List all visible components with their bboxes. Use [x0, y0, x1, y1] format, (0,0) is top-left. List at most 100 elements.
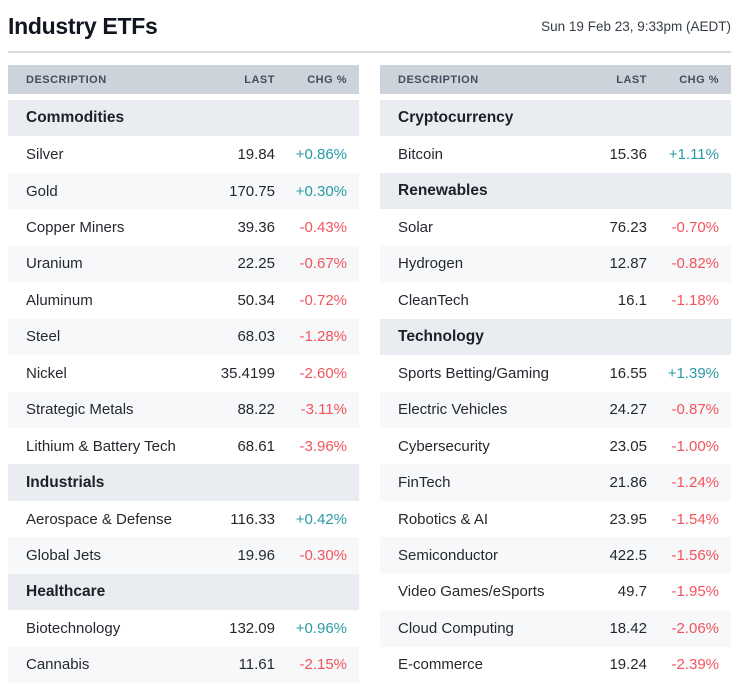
etf-name: Cannabis	[26, 656, 90, 674]
table-body: Commodities Silver 19.84 +0.86% Gold 170…	[8, 100, 359, 683]
etf-change-percent: +0.30%	[295, 182, 347, 200]
etf-change-percent: -3.11%	[300, 401, 347, 419]
etf-row[interactable]: FinTech 21.86 -1.24%	[380, 464, 731, 501]
etf-row[interactable]: Global Jets 19.96 -0.30%	[8, 537, 359, 574]
etf-last-price: 19.84	[237, 146, 275, 164]
etf-last-price: 116.33	[230, 510, 275, 528]
etf-row[interactable]: Hydrogen 12.87 -0.82%	[380, 245, 731, 283]
column-header-last: LAST	[616, 73, 647, 86]
etf-name: E-commerce	[398, 656, 484, 674]
etf-row[interactable]: Steel 68.03 -1.28%	[8, 318, 359, 356]
etf-name: Bitcoin	[398, 146, 444, 164]
etf-last-price: 422.5	[609, 546, 647, 564]
page-header: Industry ETFs Sun 19 Feb 23, 9:33pm (AED…	[0, 0, 739, 51]
etf-change-percent: -3.96%	[299, 437, 347, 455]
section-label: Healthcare	[26, 582, 106, 600]
etf-change-percent: -2.39%	[671, 656, 719, 674]
etf-name: FinTech	[398, 474, 451, 492]
etf-last-price: 132.09	[229, 619, 275, 637]
etf-row[interactable]: Cloud Computing 18.42 -2.06%	[380, 610, 731, 647]
etf-row[interactable]: Electric Vehicles 24.27 -0.87%	[380, 391, 731, 428]
etf-name: Electric Vehicles	[398, 401, 508, 419]
etf-name: Video Games/eSports	[398, 583, 545, 601]
etf-last-price: 12.87	[609, 255, 647, 273]
etf-change-percent: -1.54%	[671, 510, 719, 528]
section-header-row: Technology	[380, 318, 731, 356]
etf-change-percent: -0.70%	[671, 219, 719, 237]
etf-change-percent: -0.67%	[299, 255, 347, 273]
etf-name: Lithium & Battery Tech	[26, 437, 176, 455]
etf-row[interactable]: Aluminum 50.34 -0.72%	[8, 282, 359, 318]
etf-name: Solar	[398, 219, 434, 237]
etf-last-price: 49.7	[617, 583, 647, 601]
etf-last-price: 21.86	[609, 474, 647, 492]
etf-row[interactable]: Strategic Metals 88.22 -3.11%	[8, 391, 359, 428]
etf-change-percent: -0.30%	[299, 546, 347, 564]
etf-row[interactable]: Sports Betting/Gaming 16.55 +1.39%	[380, 355, 731, 391]
etf-row[interactable]: Bitcoin 15.36 +1.11%	[380, 136, 731, 172]
section-header-row: Healthcare	[8, 573, 359, 611]
etf-row[interactable]: Aerospace & Defense 116.33 +0.42%	[8, 501, 359, 537]
etf-change-percent: -1.28%	[299, 328, 347, 346]
etf-last-price: 15.36	[609, 146, 647, 164]
etf-name: Robotics & AI	[398, 510, 489, 528]
etf-last-price: 18.42	[609, 619, 647, 637]
etf-change-percent: -0.82%	[671, 255, 719, 273]
etf-last-price: 170.75	[229, 182, 275, 200]
etf-row[interactable]: Gold 170.75 +0.30%	[8, 172, 359, 210]
etf-last-price: 76.23	[609, 219, 647, 237]
section-header-row: Cryptocurrency	[380, 100, 731, 137]
etf-last-price: 16.55	[609, 364, 647, 382]
etf-row[interactable]: Uranium 22.25 -0.67%	[8, 245, 359, 283]
column-header-description: DESCRIPTION	[398, 73, 479, 86]
etf-last-price: 68.03	[237, 328, 275, 346]
etf-change-percent: -0.72%	[299, 291, 347, 309]
etf-row[interactable]: E-commerce 19.24 -2.39%	[380, 647, 731, 683]
column-header-description: DESCRIPTION	[26, 73, 107, 86]
etf-row[interactable]: Cybersecurity 23.05 -1.00%	[380, 428, 731, 464]
section-header-row: Industrials	[8, 464, 359, 501]
etf-name: Semiconductor	[398, 546, 499, 564]
etf-row[interactable]: Biotechnology 132.09 +0.96%	[8, 610, 359, 646]
table-header-row: DESCRIPTION LAST CHG %	[8, 65, 359, 94]
etf-name: Hydrogen	[398, 255, 464, 273]
timestamp: Sun 19 Feb 23, 9:33pm (AEDT)	[541, 19, 731, 34]
etf-name: Nickel	[26, 364, 67, 382]
etf-row[interactable]: Cannabis 11.61 -2.15%	[8, 646, 359, 683]
etf-last-price: 19.24	[609, 656, 647, 674]
table-body: Cryptocurrency Bitcoin 15.36 +1.11% Rene…	[380, 100, 731, 683]
header-divider	[8, 51, 731, 53]
etf-row[interactable]: CleanTech 16.1 -1.18%	[380, 282, 731, 318]
etf-name: Aluminum	[26, 291, 93, 309]
etf-last-price: 16.1	[617, 291, 647, 309]
etf-change-percent: -1.95%	[671, 583, 719, 601]
etf-change-percent: -1.56%	[671, 546, 719, 564]
etf-name: Steel	[26, 328, 61, 346]
section-label: Industrials	[26, 473, 105, 491]
section-label: Commodities	[26, 109, 125, 127]
etf-row[interactable]: Video Games/eSports 49.7 -1.95%	[380, 574, 731, 610]
etf-change-percent: +0.86%	[295, 146, 347, 164]
etf-last-price: 11.61	[238, 656, 275, 674]
etf-name: Global Jets	[26, 546, 102, 564]
section-label: Technology	[398, 327, 484, 345]
section-label: Cryptocurrency	[398, 109, 514, 127]
etf-row[interactable]: Lithium & Battery Tech 68.61 -3.96%	[8, 428, 359, 464]
etf-row[interactable]: Robotics & AI 23.95 -1.54%	[380, 501, 731, 537]
etf-last-price: 88.22	[237, 401, 275, 419]
etf-change-percent: +0.42%	[295, 510, 347, 528]
etf-name: Aerospace & Defense	[26, 510, 172, 528]
etf-row[interactable]: Solar 76.23 -0.70%	[380, 209, 731, 245]
etf-last-price: 35.4199	[220, 364, 275, 382]
etf-row[interactable]: Semiconductor 422.5 -1.56%	[380, 537, 731, 574]
etf-name: CleanTech	[398, 291, 469, 309]
etf-name: Uranium	[26, 255, 83, 273]
etf-change-percent: -2.60%	[299, 364, 347, 382]
etf-row[interactable]: Nickel 35.4199 -2.60%	[8, 355, 359, 391]
etf-name: Cybersecurity	[398, 437, 490, 455]
etf-row[interactable]: Copper Miners 39.36 -0.43%	[8, 209, 359, 245]
etf-last-price: 50.34	[237, 291, 275, 309]
etf-change-percent: +1.11%	[668, 146, 719, 164]
etf-row[interactable]: Silver 19.84 +0.86%	[8, 136, 359, 172]
